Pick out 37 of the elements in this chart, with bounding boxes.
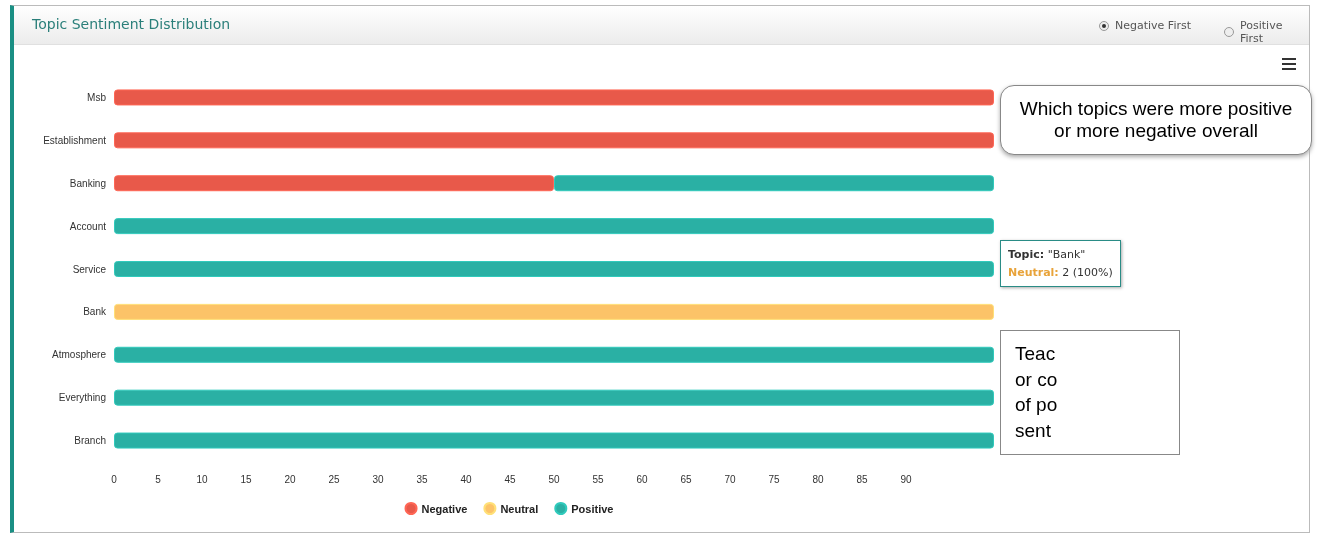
text: Positive First <box>1240 19 1284 45</box>
x-tick-label: 10 <box>196 473 208 485</box>
x-tick-label: 75 <box>768 473 780 485</box>
x-tick-label: 25 <box>328 473 340 485</box>
x-tick-label: 20 <box>284 473 296 485</box>
y-tick-label: Branch <box>74 435 106 447</box>
x-tick-label: 55 <box>592 473 604 485</box>
y-tick-label: Msb <box>87 91 107 103</box>
x-tick-label: 80 <box>812 473 824 485</box>
text: Teac or co of po sent <box>1015 342 1059 443</box>
y-tick-label: Establishment <box>43 134 107 146</box>
y-tick-label: Service <box>72 263 107 275</box>
text: Which topics were more positive or more negative overall <box>1018 98 1294 142</box>
legend-label: Negative <box>421 502 468 515</box>
x-tick-label: 90 <box>900 473 912 485</box>
x-tick-label: 50 <box>548 473 560 485</box>
y-tick-label: Bank <box>83 306 107 318</box>
y-tick-label: Atmosphere <box>52 349 107 361</box>
x-tick-label: 5 <box>155 473 162 485</box>
y-tick-label: Everything <box>58 392 106 404</box>
x-tick-label: 0 <box>111 473 118 485</box>
legend-label: Neutral <box>500 502 539 515</box>
y-tick-label: Banking <box>69 177 106 189</box>
x-tick-label: 35 <box>416 473 428 485</box>
x-tick-label: 40 <box>460 473 472 485</box>
text: Topic: "Bank" Neutral: 2 (100%) <box>1008 247 1113 281</box>
x-tick-label: 85 <box>856 473 868 485</box>
legend-label: Positive <box>571 502 614 515</box>
x-tick-label: 60 <box>636 473 648 485</box>
x-tick-label: 45 <box>504 473 516 485</box>
x-tick-label: 65 <box>680 473 692 485</box>
x-tick-label: 30 <box>372 473 384 485</box>
y-tick-label: Account <box>69 220 107 232</box>
x-tick-label: 15 <box>240 473 252 485</box>
chart-title: Topic Sentiment Distribution <box>32 16 231 32</box>
x-tick-label: 70 <box>724 473 736 485</box>
text: Negative First <box>1115 19 1192 32</box>
